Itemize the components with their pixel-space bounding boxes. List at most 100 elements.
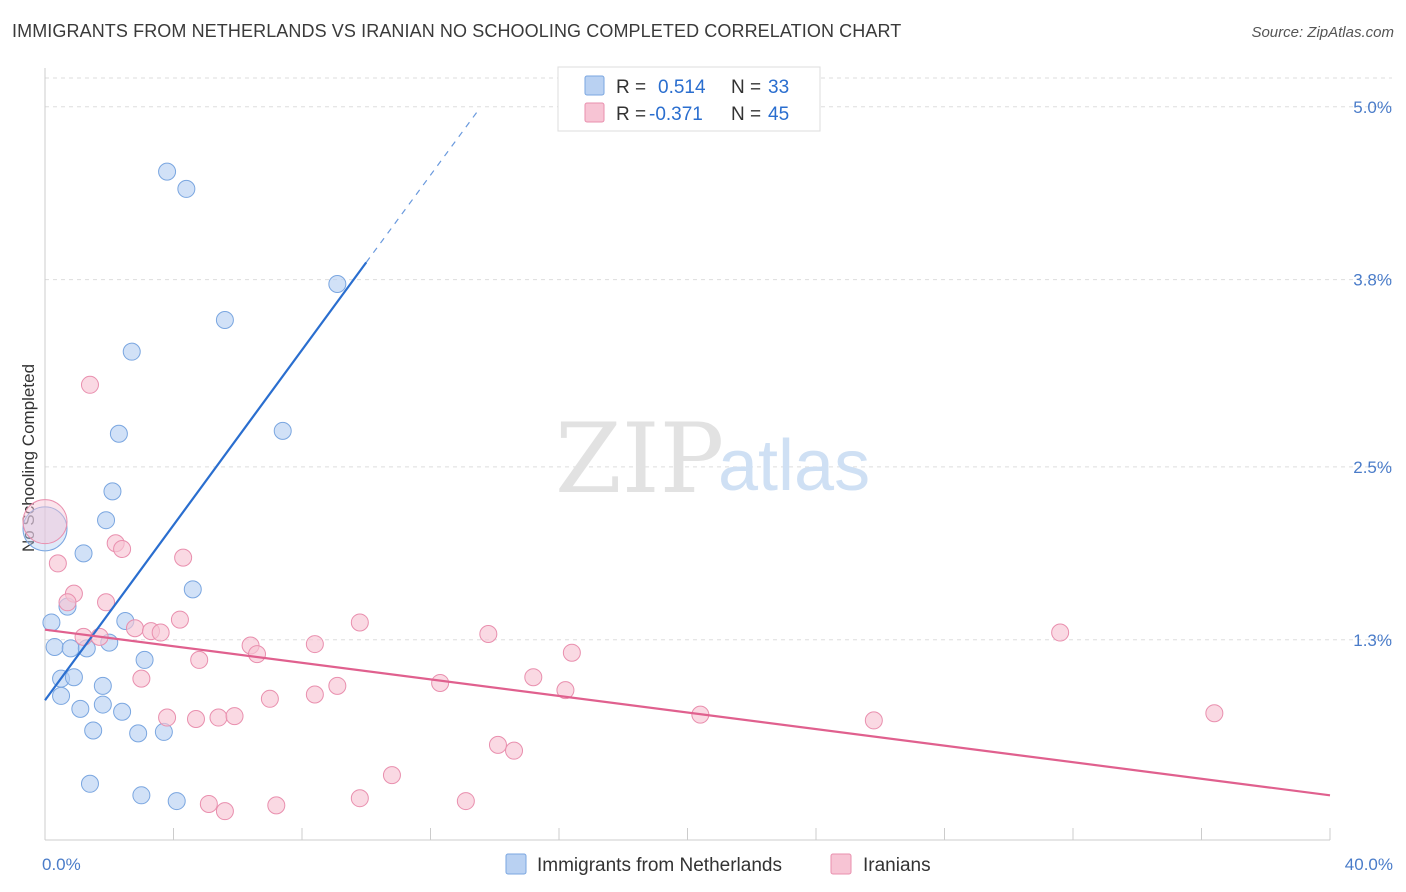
bottom-legend-swatch-pink [830,853,852,875]
legend-r-value-pink: -0.371 [649,104,703,125]
y-tick-label: 1.3% [1353,631,1392,650]
netherlands-point [103,482,122,501]
iranians-point [48,554,67,573]
iranians-point [113,540,132,559]
netherlands-point [215,310,234,329]
netherlands-point [52,686,71,705]
axes [44,68,1331,841]
iranians-point [215,802,234,821]
netherlands-point [132,786,151,805]
iranians-point [170,610,189,629]
iranians-point [190,650,209,669]
iranians-point [350,613,369,632]
iranians-point [125,619,144,638]
netherlands-point [135,650,154,669]
iranians-point [74,627,93,646]
x-tick-label: 40.0% [1345,855,1393,874]
netherlands-point [167,792,186,811]
watermark-zip: ZIP [555,403,724,515]
legend-n-value-blue: 33 [768,77,789,98]
netherlands-point [64,668,83,687]
iranians-point [248,645,267,664]
netherlands-trendline [44,261,368,701]
source-note: Source: ZipAtlas.com [1251,24,1394,41]
trendlines [44,109,1331,797]
legend: R = 0.514 N = 33 R = -0.371 N = 45 [557,66,821,132]
iranians-point [80,375,99,394]
iranians-point [58,593,77,612]
netherlands-point [129,724,148,743]
iranians-point [199,794,218,813]
netherlands-point [80,774,99,793]
netherlands-point [109,424,128,443]
x-tick-label: 0.0% [42,855,81,874]
y-tick-label: 3.8% [1353,271,1392,290]
watermark: ZIP atlas [555,403,870,515]
netherlands-point [22,506,68,552]
iranians-point [350,789,369,808]
legend-swatch-pink [584,102,605,123]
netherlands-point [45,637,64,656]
y-tick-labels: 1.3% 2.5% 3.8% 5.0% [1353,98,1392,650]
data-points [22,162,1224,821]
iranians-point [1051,623,1070,642]
netherlands-point [273,421,292,440]
iranians-point [132,669,151,688]
netherlands-point [74,544,93,563]
legend-swatch-blue [584,75,605,96]
gridlines [45,77,1392,641]
iranians-point [22,499,68,545]
netherlands-point [97,511,116,530]
x-tick-labels: 0.0% 40.0% [42,855,1393,874]
netherlands-trendline-extension [365,109,480,263]
netherlands-point [71,699,90,718]
iranians-point [260,689,279,708]
iranians-point [225,707,244,726]
iranians-point [562,643,581,662]
iranians-point [305,685,324,704]
chart-title: IMMIGRANTS FROM NETHERLANDS VS IRANIAN N… [12,21,902,41]
legend-r-label-blue: R = [616,77,646,98]
netherlands-point [84,721,103,740]
y-tick-label: 5.0% [1353,98,1392,117]
iranians-trendline [44,628,1331,797]
y-axis-label: No Schooling Completed [19,364,38,552]
iranians-point [97,593,116,612]
netherlands-point [42,613,61,632]
netherlands-point [122,342,141,361]
y-tick-label: 2.5% [1353,458,1392,477]
iranians-point [1205,704,1224,723]
iranians-point [479,624,498,643]
iranians-point [151,623,170,642]
iranians-point [174,548,193,567]
iranians-point [488,735,507,754]
iranians-point [305,635,324,654]
legend-n-label-blue: N = [731,77,761,98]
legend-n-label-pink: N = [731,104,761,125]
iranians-point [158,708,177,727]
netherlands-point [93,676,112,695]
netherlands-point [158,162,177,181]
netherlands-point [183,580,202,599]
bottom-legend-swatch-blue [505,853,527,875]
iranians-point [267,796,286,815]
iranians-point [382,766,401,785]
watermark-atlas: atlas [718,426,870,506]
netherlands-point [177,179,196,198]
legend-n-value-pink: 45 [768,104,789,125]
iranians-point [209,708,228,727]
iranians-point [328,676,347,695]
netherlands-point [113,702,132,721]
bottom-legend-label-pink: Iranians [863,855,931,876]
legend-r-value-blue: 0.514 [658,77,706,98]
iranians-point [556,681,575,700]
netherlands-point [328,274,347,293]
iranians-point [864,711,883,730]
iranians-point [431,673,450,692]
bottom-legend: Immigrants from Netherlands Iranians [505,853,931,876]
netherlands-point [93,695,112,714]
iranians-point [524,668,543,687]
bottom-legend-label-blue: Immigrants from Netherlands [537,855,782,876]
legend-r-label-pink: R = [616,104,646,125]
